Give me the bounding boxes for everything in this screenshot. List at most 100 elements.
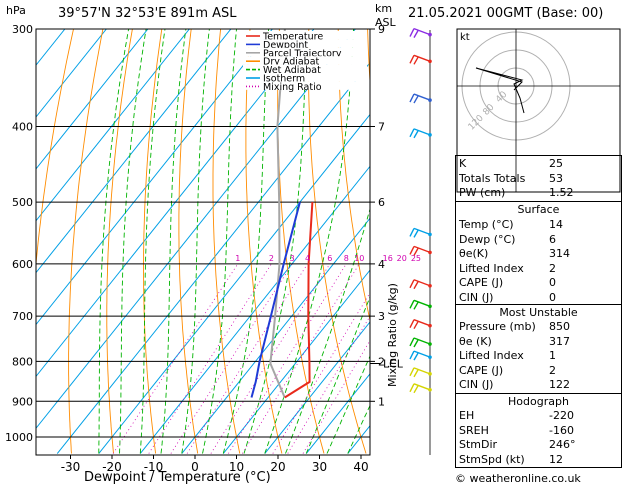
surface-value: 314: [549, 247, 570, 260]
most-unstable-value: 122: [549, 378, 570, 391]
legend-item: Dry Adiabat: [243, 56, 367, 68]
dry-adiabat-line: [337, 29, 370, 323]
mixing-ratio-label: 16: [383, 254, 393, 263]
plot-frame: [35, 28, 371, 456]
hodograph-row: StmSpd (kt) 12: [455, 453, 622, 467]
mixing-ratio-label: 10: [354, 254, 364, 263]
wind-barb: [409, 27, 432, 38]
hodograph-value: 12: [549, 452, 563, 466]
dry-adiabat-line: [178, 29, 199, 454]
altitude-unit-asl: ASL: [375, 16, 396, 29]
surface-label: θe(K): [459, 247, 489, 260]
hodograph-row: StmDir 246°: [455, 438, 622, 452]
x-tick-label: -30: [61, 460, 81, 474]
x-axis-title: Dewpoint / Temperature (°C): [84, 470, 271, 485]
mixing-ratio-axis-title: Mixing Ratio (g/kg): [386, 283, 399, 387]
mixing-ratio-label: 2: [269, 254, 274, 263]
y-tick-label: 500: [12, 196, 33, 209]
legend-label: Wet Adiabat: [263, 65, 321, 76]
mixing-ratio-label: 25: [411, 254, 421, 263]
hodograph-label: EH: [459, 409, 475, 422]
hodograph-trace: [475, 67, 525, 114]
wet-adiabat-line: [202, 29, 237, 454]
most-unstable-value: 2: [549, 363, 556, 377]
surface-value: 6: [549, 232, 556, 246]
x-tick-label: 30: [312, 460, 327, 474]
most-unstable-row: Lifted Index 1: [455, 349, 622, 363]
surface-row: Temp (°C) 14: [455, 218, 622, 232]
isotherm-line: [36, 29, 190, 222]
legend-label: Temperature: [262, 32, 323, 43]
most-unstable-row: CIN (J) 122: [455, 378, 622, 392]
isotherm-line: [98, 113, 370, 454]
legend-item: Wet Adiabat: [243, 64, 367, 76]
index-label: Totals Totals: [459, 171, 526, 185]
dry-adiabat-line: [68, 29, 104, 454]
most-unstable-label: Pressure (mb): [459, 320, 536, 333]
most-unstable-value: 317: [549, 334, 570, 348]
index-label: K: [459, 157, 467, 170]
dry-adiabat-line: [367, 29, 370, 88]
hodograph-value: -160: [549, 423, 574, 437]
altitude-unit-km: km: [375, 2, 393, 15]
x-tick-label: -20: [102, 460, 122, 474]
isotherm-line: [222, 269, 370, 454]
hodograph-unit-label: kt: [460, 32, 470, 43]
hodograph-value: -220: [549, 409, 574, 422]
most-unstable-label: CIN (J): [459, 378, 494, 391]
most-unstable-value: 850: [549, 320, 570, 333]
km-tick-label: 2: [378, 355, 385, 368]
index-row: K 25: [455, 157, 622, 171]
most-unstable-row: θe (K) 317: [455, 335, 622, 349]
hodograph-row: SREH -160: [455, 424, 622, 438]
mixing-ratio-line: [170, 263, 293, 454]
legend-item: Dewpoint: [243, 39, 367, 51]
x-tick-label: 20: [270, 460, 285, 474]
x-tick-label: 10: [229, 460, 244, 474]
wet-adiabat-line: [181, 29, 210, 454]
x-tick-label: 0: [191, 460, 199, 474]
y-tick-label: 600: [12, 258, 33, 271]
parcel-trajectory-series: [269, 29, 286, 398]
hodograph-frame: [456, 28, 621, 193]
index-value: 25: [549, 157, 563, 170]
dry-adiabat-line: [36, 29, 74, 269]
wet-adiabat-line: [305, 295, 370, 454]
surface-row: θe(K) 314: [455, 247, 622, 261]
mixing-ratio-line: [210, 263, 331, 454]
y-tick-label: 700: [12, 310, 33, 323]
isotherm-line: [36, 29, 273, 326]
wind-barb: [409, 245, 432, 256]
footer-credit: © weatheronline.co.uk: [455, 472, 581, 485]
mixing-ratio-line: [186, 263, 308, 454]
index-label: PW (cm): [459, 186, 506, 199]
most-unstable-row: Pressure (mb) 850: [455, 320, 622, 334]
wet-adiabat-line: [139, 29, 166, 454]
wind-barb: [409, 383, 432, 394]
km-tick-label: 1: [378, 395, 385, 408]
index-value: 1.52: [549, 186, 574, 199]
km-tick-label: 9: [378, 23, 385, 36]
isotherm-line: [36, 29, 356, 430]
surface-value: 14: [549, 218, 563, 231]
index-row: PW (cm) 1.52: [455, 186, 622, 200]
mixing-ratio-label: 6: [327, 254, 332, 263]
isotherm-line: [36, 29, 232, 274]
most-unstable-value: 1: [549, 349, 556, 362]
dry-adiabat-line: [307, 29, 367, 454]
legend-item: Isotherm: [243, 73, 367, 85]
surface-row: Dewp (°C) 6: [455, 233, 622, 247]
mixing-ratio-line: [112, 263, 239, 454]
y-tick-label: 400: [12, 120, 33, 133]
most-unstable-label: θe (K): [459, 334, 492, 348]
wind-barb: [409, 128, 432, 139]
km-tick-label: 3: [378, 310, 385, 323]
mixing-ratio-line: [272, 292, 370, 454]
isotherm-line: [181, 217, 370, 454]
y-tick-label: 900: [12, 395, 33, 408]
y-tick-label: 800: [12, 355, 33, 368]
mixing-ratio-line: [228, 263, 347, 454]
legend-label: Parcel Trajectory: [263, 48, 342, 59]
legend-label: Dewpoint: [263, 40, 308, 51]
surface-title: Surface: [517, 203, 560, 216]
